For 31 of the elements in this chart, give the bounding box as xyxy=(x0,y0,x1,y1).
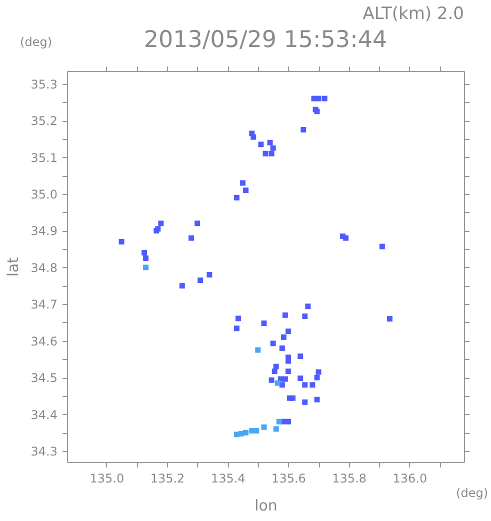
y-tick-label: 35.1 xyxy=(30,150,58,165)
point xyxy=(143,264,149,270)
point xyxy=(273,426,279,432)
x-tick-label: 135.8 xyxy=(332,472,367,486)
point xyxy=(276,418,282,424)
y-tick-label: 34.9 xyxy=(30,224,58,238)
x-tick-label: 135.4 xyxy=(210,472,246,486)
y-tick-label: 34.7 xyxy=(30,298,58,312)
point xyxy=(243,430,249,436)
y-axis-title: lat xyxy=(4,257,22,277)
point xyxy=(255,347,261,353)
y-tick-label: 34.6 xyxy=(30,334,58,348)
x-axis-title: lon xyxy=(254,496,278,514)
y-tick-label: 34.4 xyxy=(30,408,58,422)
chart-title: 2013/05/29 15:53:44 xyxy=(144,27,388,53)
y-tick-label: 34.3 xyxy=(30,444,58,458)
text: ALT(km) 2.0 xyxy=(362,4,464,24)
x-tick-label: 135.2 xyxy=(150,472,185,486)
x-tick-label: 136.0 xyxy=(392,472,428,486)
y-tick-label: 35.2 xyxy=(30,114,58,128)
text: (deg) xyxy=(456,486,488,500)
y-tick-label: 35.0 xyxy=(30,187,58,202)
point xyxy=(261,424,267,430)
text: (deg) xyxy=(20,35,52,49)
point xyxy=(274,380,280,386)
x-tick-label: 135.6 xyxy=(272,472,306,486)
y-tick-label: 35.3 xyxy=(30,77,58,92)
y-tick-label: 34.8 xyxy=(30,260,58,275)
y-tick-label: 34.5 xyxy=(30,371,58,386)
x-tick-label: 135.0 xyxy=(90,472,124,486)
point xyxy=(254,428,260,434)
